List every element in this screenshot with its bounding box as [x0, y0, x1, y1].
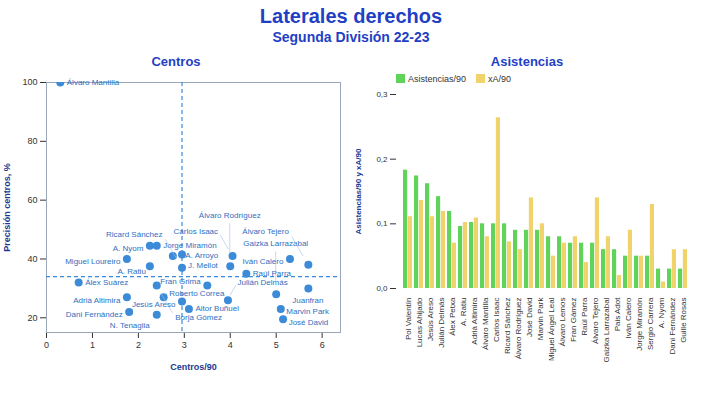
svg-text:Álex Petxa: Álex Petxa — [448, 297, 457, 336]
svg-text:Borja Gómez: Borja Gómez — [175, 313, 222, 322]
svg-text:Dani Fernández: Dani Fernández — [66, 310, 123, 319]
svg-text:Pais Adot: Pais Adot — [613, 297, 622, 332]
svg-text:Raúl Parra: Raúl Parra — [580, 297, 589, 336]
svg-text:Centros/90: Centros/90 — [170, 362, 217, 372]
svg-text:Álvaro Tejero: Álvaro Tejero — [242, 227, 289, 236]
svg-text:A. Nyom: A. Nyom — [113, 244, 144, 253]
svg-text:Ricard Sánchez: Ricard Sánchez — [503, 298, 512, 354]
svg-text:Julián Delmás: Julián Delmás — [437, 298, 446, 348]
svg-text:Sergio Carrera: Sergio Carrera — [646, 297, 655, 350]
svg-text:Álvaro Tejero: Álvaro Tejero — [591, 297, 600, 344]
svg-text:2: 2 — [136, 340, 141, 350]
svg-text:Lucas Ahijado: Lucas Ahijado — [415, 297, 424, 347]
svg-text:Dani Fernández: Dani Fernández — [668, 298, 677, 355]
svg-text:Adrià Altimira: Adrià Altimira — [73, 296, 121, 305]
svg-text:Álvaro Mantilla: Álvaro Mantilla — [481, 297, 490, 350]
svg-text:60: 60 — [27, 195, 37, 205]
svg-text:A. Nyom: A. Nyom — [657, 297, 666, 328]
svg-text:Julián Delmás: Julián Delmás — [237, 278, 287, 287]
svg-text:Roberto Correa: Roberto Correa — [169, 289, 225, 298]
svg-text:Jorge Miramón: Jorge Miramón — [163, 241, 216, 250]
svg-text:Carlos Isaac: Carlos Isaac — [174, 227, 218, 236]
svg-text:Álvaro Lemos: Álvaro Lemos — [558, 298, 567, 347]
svg-text:5: 5 — [274, 340, 279, 350]
svg-text:Precisión centros, %: Precisión centros, % — [2, 163, 12, 252]
svg-text:0,3: 0,3 — [376, 90, 388, 99]
svg-text:0: 0 — [44, 340, 49, 350]
svg-text:3: 3 — [182, 340, 187, 350]
svg-text:0,0: 0,0 — [376, 284, 388, 293]
html-text:Laterales derechos: Laterales derechos — [259, 5, 443, 27]
svg-text:0,1: 0,1 — [376, 219, 388, 228]
svg-text:4: 4 — [228, 340, 233, 350]
html-text:Asistencias: Asistencias — [490, 54, 564, 69]
svg-text:Miguel Ángel Leal: Miguel Ángel Leal — [547, 297, 556, 361]
svg-text:Miguel Loureiro: Miguel Loureiro — [65, 257, 121, 266]
svg-text:Jesús Areso: Jesús Areso — [132, 300, 176, 309]
svg-text:20: 20 — [27, 313, 37, 323]
svg-text:40: 40 — [27, 254, 37, 264]
svg-text:80: 80 — [27, 136, 37, 146]
svg-text:Álvaro Rodríguez: Álvaro Rodríguez — [514, 298, 523, 360]
svg-text:100: 100 — [22, 77, 37, 87]
html-text:Centros: Centros — [151, 54, 201, 69]
svg-text:Pol Valentín: Pol Valentín — [404, 298, 413, 341]
svg-text:Marvin Park: Marvin Park — [286, 307, 330, 316]
html-text:Asistencias/90: Asistencias/90 — [408, 74, 466, 84]
svg-text:Álvaro Mantilla: Álvaro Mantilla — [67, 78, 120, 87]
svg-text:J. Mellot: J. Mellot — [188, 261, 219, 270]
svg-text:A. Ratiu: A. Ratiu — [459, 298, 468, 326]
svg-text:Aitor Buñuel: Aitor Buñuel — [195, 304, 239, 313]
svg-text:Asistencias/90 y xA/90: Asistencias/90 y xA/90 — [354, 148, 363, 234]
svg-text:A. Arroyo: A. Arroyo — [185, 251, 218, 260]
svg-text:José David: José David — [525, 298, 534, 338]
svg-text:Adrià Altimira: Adrià Altimira — [470, 297, 479, 345]
svg-text:Guille Rosas: Guille Rosas — [679, 298, 688, 343]
svg-text:N. Tenaglia: N. Tenaglia — [110, 321, 150, 330]
svg-text:Ricard Sánchez: Ricard Sánchez — [106, 230, 162, 239]
svg-text:José David: José David — [289, 318, 329, 327]
svg-text:Carlos Isaac: Carlos Isaac — [492, 298, 501, 342]
svg-text:Jorge Miramón: Jorge Miramón — [635, 298, 644, 351]
svg-text:Fran Gámez: Fran Gámez — [569, 298, 578, 342]
svg-text:Juanfran: Juanfran — [292, 296, 323, 305]
svg-text:Álvaro Rodríguez: Álvaro Rodríguez — [199, 211, 261, 220]
svg-text:Álex Suárez: Álex Suárez — [85, 278, 128, 287]
svg-text:1: 1 — [90, 340, 95, 350]
svg-text:Fran Grima: Fran Grima — [160, 277, 201, 286]
svg-text:Gaizka Larrazabal: Gaizka Larrazabal — [243, 239, 308, 248]
svg-text:A. Ratiu: A. Ratiu — [117, 267, 145, 276]
html-text:xA/90: xA/90 — [488, 74, 511, 84]
svg-text:Jesús Areso: Jesús Areso — [426, 297, 435, 341]
svg-text:Marvin Park: Marvin Park — [536, 297, 545, 341]
svg-text:Gaizka Larrazabal: Gaizka Larrazabal — [602, 297, 611, 362]
svg-text:Iván Calero: Iván Calero — [624, 297, 633, 338]
svg-text:Iván Calero: Iván Calero — [242, 257, 283, 266]
svg-text:Raúl Parra: Raúl Parra — [253, 269, 292, 278]
html-text:Segunda División 22-23: Segunda División 22-23 — [272, 29, 430, 45]
svg-text:6: 6 — [320, 340, 325, 350]
svg-text:0,2: 0,2 — [376, 155, 388, 164]
